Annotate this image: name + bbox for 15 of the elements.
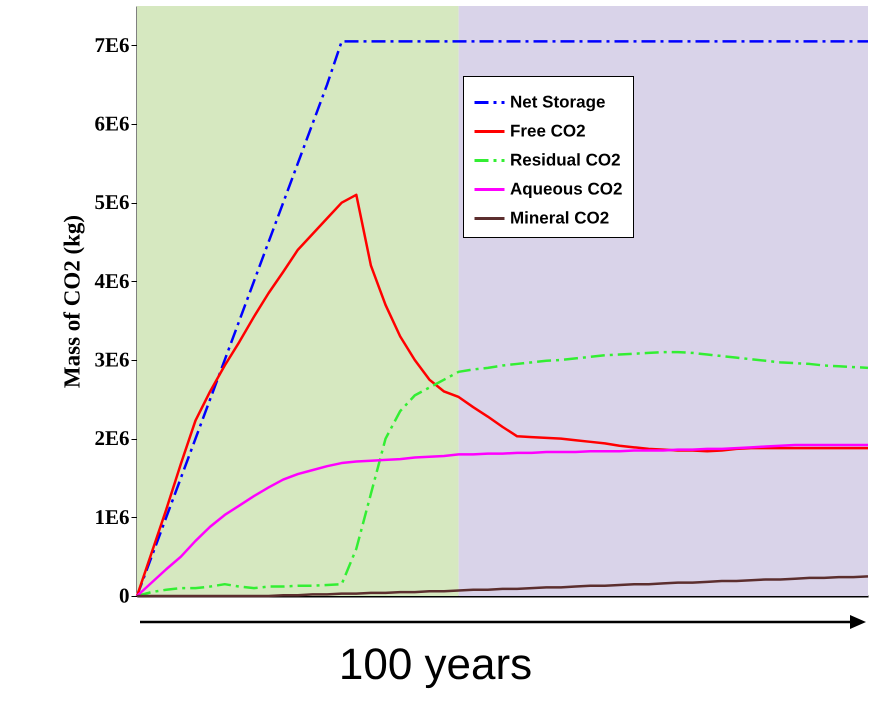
- y-tick-label: 3E6: [94, 348, 130, 372]
- y-tick-label: 6E6: [94, 112, 130, 136]
- y-axis-title: Mass of CO2 (kg): [59, 214, 86, 388]
- legend-label: Net Storage: [510, 92, 606, 112]
- y-tick-label: 7E6: [94, 32, 130, 57]
- legend-label: Aqueous CO2: [510, 180, 622, 198]
- x-axis-title: 100 years: [338, 640, 534, 690]
- legend-label: Mineral CO2: [510, 208, 610, 228]
- legend-label: Residual CO2: [510, 150, 621, 170]
- y-tick-label: 0: [119, 584, 130, 608]
- y-tick-label: 1E6: [94, 504, 130, 529]
- y-tick-label: 2E6: [94, 426, 130, 450]
- legend-label: Free CO2: [510, 122, 586, 140]
- y-tick-label: 5E6: [94, 190, 130, 214]
- y-tick-label: 4E6: [94, 268, 130, 293]
